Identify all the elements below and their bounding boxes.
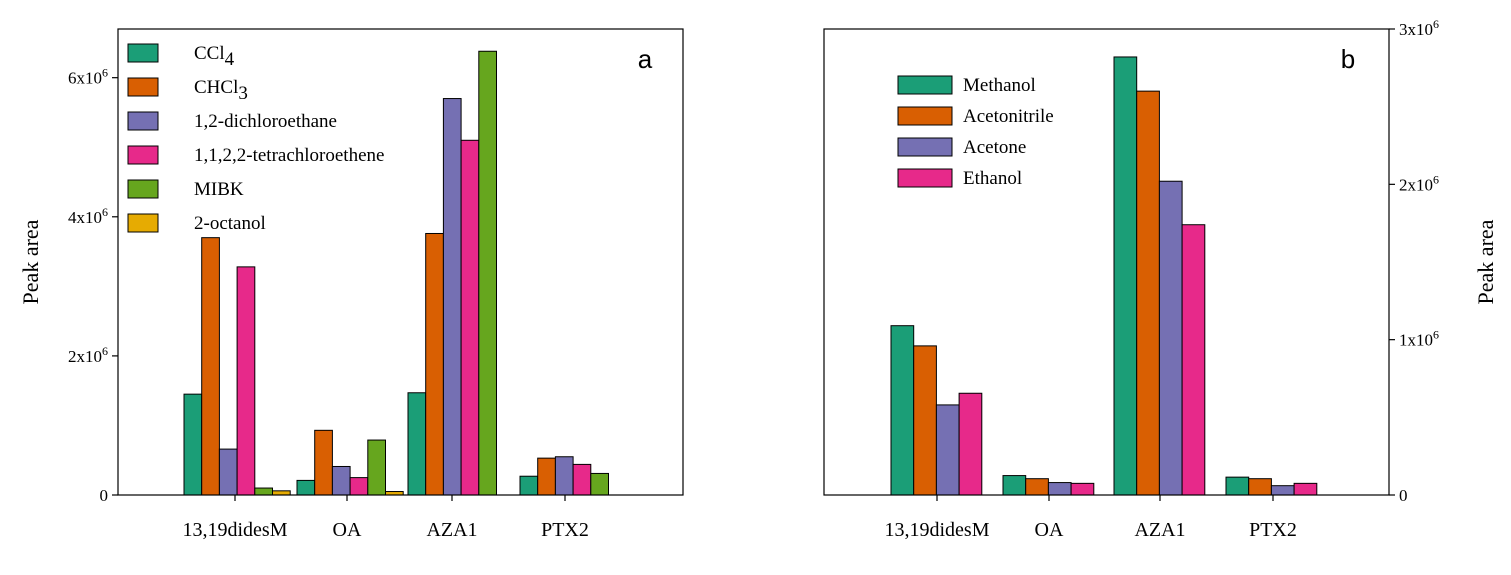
legend-swatch — [897, 106, 953, 126]
bar-a-s1-c0 — [201, 237, 220, 496]
bar-a-s4-c1 — [367, 439, 386, 496]
y-tick-label: 2x106 — [1399, 172, 1439, 194]
panel-label: b — [1341, 44, 1355, 74]
bar-a-s0-c2 — [407, 392, 427, 496]
bar-a-s2-c3 — [554, 456, 574, 496]
bar-b-s2-c0 — [935, 404, 960, 496]
bar-b-s0-c0 — [890, 325, 915, 496]
x-tick-label: AZA1 — [426, 519, 477, 541]
bar-a-s3-c2 — [460, 139, 480, 496]
legend-label: 1,1,2,2-tetrachloroethene — [194, 145, 384, 166]
x-tick-label: AZA1 — [1134, 519, 1185, 541]
legend-swatch — [897, 75, 953, 95]
bar-a-s2-c2 — [442, 98, 462, 496]
y-axis-label: Peak area — [18, 219, 43, 304]
bar-a-s4-c2 — [478, 50, 497, 496]
x-tick-label: PTX2 — [541, 519, 589, 541]
bar-b-s3-c2 — [1181, 224, 1206, 496]
y-tick-label: 4x106 — [68, 205, 108, 227]
bar-a-s0-c0 — [183, 393, 203, 496]
bar-b-s1-c2 — [1136, 90, 1160, 496]
legend-swatch — [127, 179, 159, 199]
plot-frame — [117, 28, 684, 496]
legend-swatch — [127, 43, 159, 63]
x-tick-label: 13,19didesM — [183, 519, 288, 541]
bar-b-s2-c2 — [1158, 180, 1183, 496]
legend-label: CCl4 — [194, 43, 235, 70]
bar-a-s1-c3 — [537, 457, 556, 496]
legend-label: MIBK — [194, 179, 244, 200]
y-tick-label: 0 — [1399, 486, 1408, 505]
legend-label: Acetone — [963, 137, 1026, 158]
x-tick-label: 13,19didesM — [885, 519, 990, 541]
legend-swatch — [897, 137, 953, 157]
bar-b-s0-c1 — [1002, 475, 1027, 496]
bar-a-s5-c0 — [272, 490, 291, 496]
bar-a-s3-c3 — [572, 463, 592, 496]
bar-b-s1-c3 — [1248, 478, 1272, 496]
legend-label: Acetonitrile — [963, 106, 1054, 127]
legend-label: 1,2-dichloroethane — [194, 111, 337, 132]
bar-a-s3-c0 — [236, 266, 256, 496]
bar-b-s2-c3 — [1270, 485, 1295, 496]
x-tick-label: PTX2 — [1249, 519, 1297, 541]
bar-a-s1-c1 — [314, 429, 333, 496]
y-tick-label: 6x106 — [68, 66, 108, 88]
plot-frame — [823, 28, 1390, 496]
bar-b-s3-c1 — [1070, 482, 1095, 496]
y-axis-label: Peak area — [1473, 219, 1498, 304]
x-tick-label: OA — [333, 519, 362, 541]
bar-a-s1-c2 — [425, 232, 444, 496]
bar-a-s2-c0 — [218, 448, 238, 496]
bar-b-s3-c3 — [1293, 482, 1318, 496]
y-tick-label: 3x106 — [1399, 17, 1439, 39]
legend-label: Ethanol — [963, 168, 1022, 189]
legend-swatch — [127, 77, 159, 97]
y-tick-label: 0 — [100, 486, 109, 505]
chart-panel-a: 0 2x106 4x106 6x106 13,19didesM OA AZA1 PTX2 Pea… — [18, 28, 684, 541]
legend-swatch — [127, 145, 159, 165]
bar-a-s0-c1 — [296, 479, 316, 496]
legend-label: CHCl3 — [194, 77, 248, 104]
bar-b-s2-c1 — [1047, 482, 1072, 496]
y-tick-label: 1x106 — [1399, 328, 1439, 350]
bar-a-s4-c0 — [254, 487, 274, 496]
bar-a-s3-c1 — [349, 477, 369, 496]
bar-b-s1-c1 — [1025, 478, 1049, 496]
legend-label: 2-octanol — [194, 213, 266, 234]
bar-a-s4-c3 — [590, 472, 609, 496]
bar-a-s0-c3 — [519, 475, 539, 496]
panel-label: a — [638, 44, 653, 74]
bar-a-s2-c1 — [331, 465, 351, 496]
legend-label: Methanol — [963, 75, 1036, 96]
x-tick-label: OA — [1035, 519, 1064, 541]
y-tick-label: 2x106 — [68, 344, 108, 366]
bar-b-s3-c0 — [958, 392, 983, 496]
bar-b-s0-c2 — [1113, 56, 1138, 496]
chart-panel-b: 0 1x106 2x106 3x106 13,19didesM OA AZA1 PTX2 Pea… — [823, 17, 1498, 541]
legend: CCl4 CHCl3 1,2-dichloroethane 1,1,2,2-tetra… — [127, 43, 384, 234]
legend-swatch — [127, 213, 159, 233]
bar-b-s1-c0 — [913, 345, 937, 496]
bar-b-s0-c3 — [1225, 476, 1250, 496]
legend-swatch — [897, 168, 953, 188]
legend-swatch — [127, 111, 159, 131]
legend: Methanol Acetonitrile Acetone Ethanol — [897, 75, 1054, 189]
